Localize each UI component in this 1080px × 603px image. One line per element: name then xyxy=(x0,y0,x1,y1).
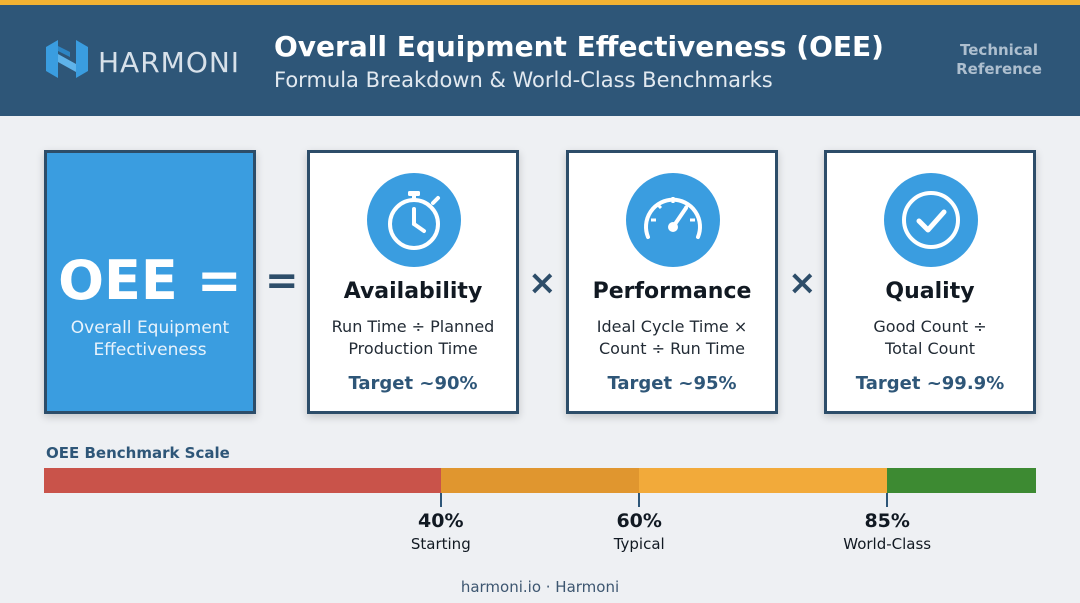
availability-card: Availability Run Time ÷ Planned Producti… xyxy=(307,150,519,414)
check-circle-icon xyxy=(884,173,978,267)
quality-card: Quality Good Count ÷ Total Count Target … xyxy=(824,150,1036,414)
harmoni-logo-icon xyxy=(42,33,92,85)
formula-line-1: Run Time ÷ Planned xyxy=(331,317,495,336)
formula-line-2: Total Count xyxy=(885,339,975,358)
oee-desc-line-1: Overall Equipment xyxy=(70,318,230,338)
formula-line-1: Good Count ÷ xyxy=(873,317,987,336)
page-title: Overall Equipment Effectiveness (OEE) xyxy=(274,30,884,63)
oee-definition-box: OEE = Overall Equipment Effectiveness xyxy=(44,150,256,414)
scale-tick-value: 60% xyxy=(616,510,662,532)
oee-label: OEE = xyxy=(58,249,242,312)
brand-name: HARMONI xyxy=(98,46,241,79)
card-formula: Good Count ÷ Total Count xyxy=(827,316,1033,360)
scale-tick-mark xyxy=(439,493,442,507)
card-formula: Run Time ÷ Planned Production Time xyxy=(310,316,516,360)
scale-tick-label: World-Class xyxy=(843,535,932,553)
scale-tick-value: 85% xyxy=(864,510,910,532)
benchmark-scale-bar xyxy=(44,468,1036,493)
oee-description: Overall Equipment Effectiveness xyxy=(47,317,253,361)
scale-segment-0-40 xyxy=(44,468,441,493)
technical-reference-badge: Technical Reference xyxy=(940,41,1058,79)
performance-card: Performance Ideal Cycle Time × Count ÷ R… xyxy=(566,150,778,414)
footer-credit: harmoni.io · Harmoni xyxy=(460,578,620,596)
page-header: HARMONI Overall Equipment Effectiveness … xyxy=(0,5,1080,116)
card-target: Target ~95% xyxy=(607,373,737,394)
badge-line-2: Reference xyxy=(956,60,1042,78)
scale-segment-85-100 xyxy=(887,468,1036,493)
formula-line-2: Count ÷ Run Time xyxy=(598,339,745,358)
scale-tick-label: Typical xyxy=(613,535,665,553)
benchmark-scale-title: OEE Benchmark Scale xyxy=(46,444,230,462)
scale-segment-60-85 xyxy=(639,468,888,493)
badge-line-1: Technical xyxy=(960,41,1038,59)
scale-segment-40-60 xyxy=(440,468,640,493)
stopwatch-icon xyxy=(367,173,461,267)
scale-tick-mark xyxy=(886,493,889,507)
card-title: Performance xyxy=(592,279,752,304)
card-title: Availability xyxy=(343,279,483,304)
card-formula: Ideal Cycle Time × Count ÷ Run Time xyxy=(569,316,775,360)
card-target: Target ~90% xyxy=(348,373,478,394)
scale-tick-label: Starting xyxy=(410,535,471,553)
formula-line-1: Ideal Cycle Time × xyxy=(596,317,748,336)
scale-tick-mark xyxy=(638,493,641,507)
speedometer-icon xyxy=(626,173,720,267)
multiply-operator-1: × xyxy=(528,263,557,303)
page-subtitle: Formula Breakdown & World-Class Benchmar… xyxy=(274,68,773,92)
scale-tick-value: 40% xyxy=(418,510,464,532)
top-accent-line xyxy=(0,0,1080,5)
card-target: Target ~99.9% xyxy=(855,373,1005,394)
card-title: Quality xyxy=(885,279,975,304)
multiply-operator-2: × xyxy=(788,263,817,303)
formula-line-2: Production Time xyxy=(348,339,478,358)
equals-operator: = xyxy=(265,258,299,304)
oee-desc-line-2: Effectiveness xyxy=(93,340,207,360)
